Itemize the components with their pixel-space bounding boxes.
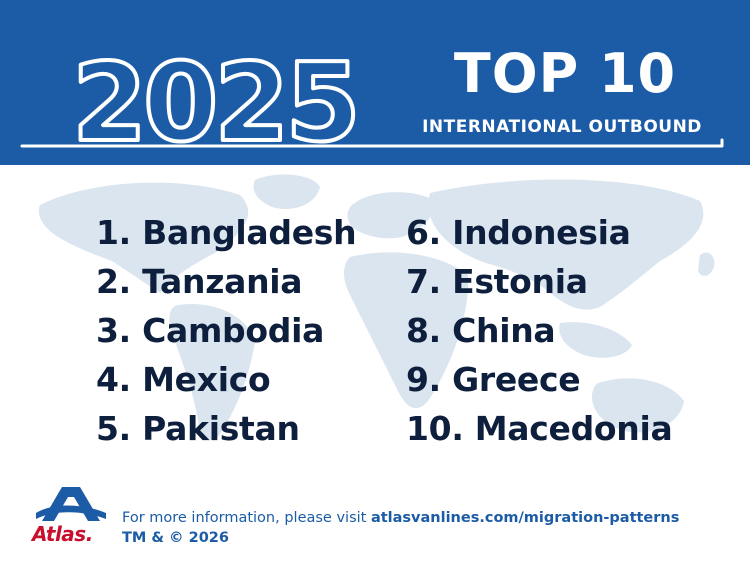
- page-subtitle: INTERNATIONAL OUTBOUND: [422, 117, 702, 137]
- footer-info-text: For more information, please visit: [122, 510, 371, 526]
- list-item: 9. Greece: [406, 360, 581, 399]
- page-title: TOP 10: [453, 42, 677, 105]
- list-item: 5. Pakistan: [96, 409, 300, 448]
- footer-url-link[interactable]: atlasvanlines.com/migration-patterns: [370, 510, 680, 526]
- ranking-list-left: 1. Bangladesh 2. Tanzania 3. Cambodia 4.…: [96, 208, 357, 453]
- list-item: 1. Bangladesh: [96, 213, 357, 252]
- list-item: 2. Tanzania: [96, 262, 303, 301]
- list-item: 4. Mexico: [96, 360, 271, 399]
- year-outline-graphic: 2025: [20, 39, 724, 165]
- atlas-wordmark: Atlas.: [32, 522, 93, 546]
- list-item: 3. Cambodia: [96, 311, 325, 350]
- list-item: 10. Macedonia: [406, 409, 673, 448]
- list-item: 7. Estonia: [406, 262, 588, 301]
- year-text: 2025: [72, 41, 357, 165]
- atlas-logo-icon: [36, 487, 106, 521]
- list-item: 6. Indonesia: [406, 213, 631, 252]
- footer-info: For more information, please visit atlas…: [122, 508, 732, 528]
- footer-trademark: TM & © 2026: [122, 530, 229, 546]
- ranking-list-right: 6. Indonesia 7. Estonia 8. China 9. Gree…: [406, 208, 673, 453]
- list-item: 8. China: [406, 311, 556, 350]
- header-banner: 2025 TOP 10 INTERNATIONAL OUTBOUND: [0, 0, 750, 165]
- world-map-background: [38, 174, 715, 440]
